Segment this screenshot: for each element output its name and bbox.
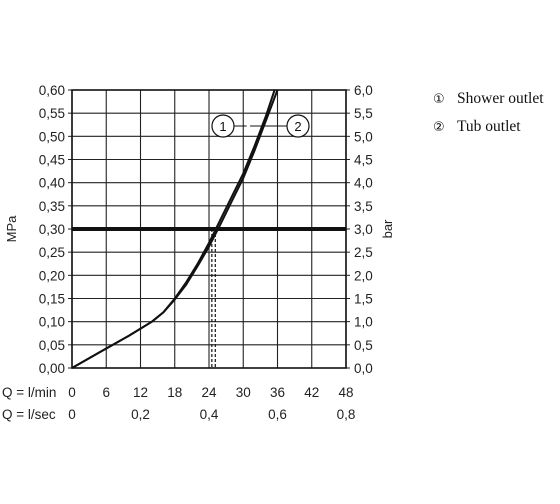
axes [68,89,350,369]
y-left-tick-label: 0,35 [39,199,65,214]
x-secondary-tick-label: 0,8 [337,407,356,422]
x-primary-tick-label: 18 [167,385,182,400]
tick-labels: 0,00 0,00,05 0,50,10 1,00,15 1,50,20 2,00,25 2… [39,83,373,422]
y-right-tick-label: 3,5 [354,199,373,214]
y-right-tick-label: 5,0 [354,129,373,144]
y-left-tick-label: 0,00 [39,361,65,376]
x-primary-tick-label: 36 [270,385,285,400]
y-right-tick-label: 3,0 [354,222,373,237]
callout-circle-tub-outlet [286,114,310,138]
y-right-tick-label: 4,5 [354,153,373,168]
y-left-tick-label: 0,05 [39,338,65,353]
x-primary-axis-title: Q = l/min [2,385,56,400]
x-primary-tick-label: 0 [68,385,76,400]
legend: ① Shower outlet ② Tub outlet [433,90,544,135]
y-right-tick-label: 6,0 [354,83,373,98]
x-secondary-tick-label: 0 [68,407,76,422]
y-left-tick-label: 0,60 [39,83,65,98]
y-left-tick-label: 0,50 [39,129,65,144]
legend-item-tub-outlet: ② Tub outlet [433,118,521,135]
y-left-tick-label: 0,15 [39,292,65,307]
x-secondary-tick-label: 0,4 [200,407,219,422]
legend-marker-shower-outlet: ① [433,92,445,107]
y-right-tick-label: 0,5 [354,338,373,353]
y-left-tick-label: 0,55 [39,106,65,121]
x-primary-tick-label: 6 [102,385,110,400]
y-right-tick-label: 2,0 [354,268,373,283]
series-lines [71,89,279,369]
x-primary-tick-label: 42 [304,385,319,400]
x-secondary-tick-label: 0,2 [131,407,150,422]
x-secondary-axis-title: Q = l/sec [2,407,56,422]
x-secondary-tick-label: 0,6 [268,407,287,422]
series-line-tub-outlet [71,89,279,369]
y-left-tick-label: 0,30 [39,222,65,237]
y-left-tick-label: 0,40 [39,176,65,191]
y-left-tick-label: 0,45 [39,153,65,168]
x-primary-tick-label: 30 [236,385,251,400]
y-right-tick-label: 5,5 [354,106,373,121]
y-right-tick-label: 0,0 [354,361,373,376]
callout-number-shower-outlet: 1 [219,119,226,134]
x-primary-tick-label: 24 [201,385,217,400]
callout-circle-shower-outlet [211,114,235,138]
y-right-tick-label: 1,0 [354,315,373,330]
legend-label-tub-outlet: Tub outlet [457,118,521,135]
y-left-tick-label: 0,20 [39,268,65,283]
y-right-axis-title: bar [380,219,395,238]
legend-marker-tub-outlet: ② [433,120,445,135]
y-left-tick-label: 0,10 [39,315,65,330]
legend-item-shower-outlet: ① Shower outlet [433,90,544,107]
x-primary-tick-label: 12 [133,385,148,400]
y-right-tick-label: 2,5 [354,245,373,260]
legend-label-shower-outlet: Shower outlet [457,90,544,107]
callout-number-tub-outlet: 2 [294,119,301,134]
x-primary-tick-label: 48 [338,385,353,400]
y-left-axis-title: MPa [4,215,19,243]
y-left-tick-label: 0,25 [39,245,65,260]
y-right-tick-label: 1,5 [354,292,373,307]
y-right-tick-label: 4,0 [354,176,373,191]
